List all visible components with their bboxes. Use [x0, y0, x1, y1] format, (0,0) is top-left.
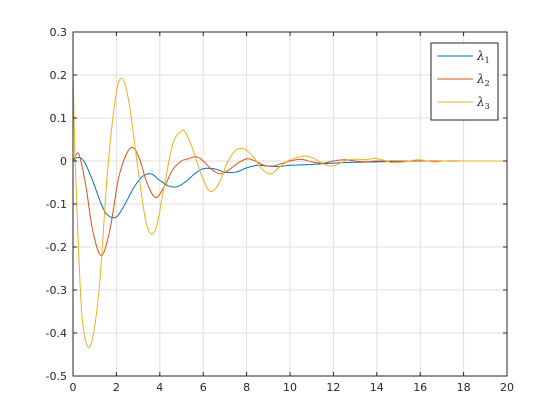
y-tick-label: -0.3: [46, 284, 67, 297]
x-tick-label: 8: [243, 381, 250, 394]
x-tick-label: 6: [200, 381, 207, 394]
tick-marks: [72, 31, 508, 377]
series-line-lambda-1: [72, 157, 507, 219]
legend-label-subscript: 3: [485, 102, 490, 111]
y-tick-label: 0.2: [50, 69, 68, 82]
x-tick-label: 12: [326, 381, 340, 394]
tick-labels: 0 2 4 6 8 10 12 14 16 18 20-0.5-0.4-0.3-0.2-0.100.…: [46, 26, 514, 394]
y-tick-label: 0.1: [50, 112, 68, 125]
x-tick-label: 10: [283, 381, 297, 394]
y-tick-label: -0.4: [46, 327, 67, 340]
x-tick-label: 0: [70, 381, 77, 394]
x-tick-label: 2: [113, 381, 120, 394]
x-tick-label: 16: [413, 381, 427, 394]
series-line-lambda-3: [72, 70, 507, 348]
legend-label-lambda-1: λ1: [476, 49, 490, 65]
y-tick-label: -0.5: [46, 370, 67, 383]
legend-label-symbol: λ: [476, 49, 485, 63]
x-tick-label: 18: [457, 381, 471, 394]
y-tick-label: 0.3: [50, 26, 68, 39]
legend-label-symbol: λ: [476, 95, 485, 109]
series-layer: [72, 70, 507, 348]
legend-label-lambda-2: λ2: [476, 72, 490, 88]
x-tick-label: 4: [156, 381, 163, 394]
x-tick-label: 20: [500, 381, 514, 394]
y-tick-label: 0: [60, 155, 67, 168]
legend-label-lambda-3: λ3: [476, 95, 490, 111]
x-tick-label: 14: [370, 381, 384, 394]
y-tick-label: -0.1: [46, 198, 67, 211]
legend-label-subscript: 1: [485, 56, 490, 65]
legend-label-symbol: λ: [476, 72, 485, 86]
y-tick-label: -0.2: [46, 241, 67, 254]
series-line-lambda-2: [72, 146, 507, 257]
legend-label-subscript: 2: [485, 79, 490, 88]
